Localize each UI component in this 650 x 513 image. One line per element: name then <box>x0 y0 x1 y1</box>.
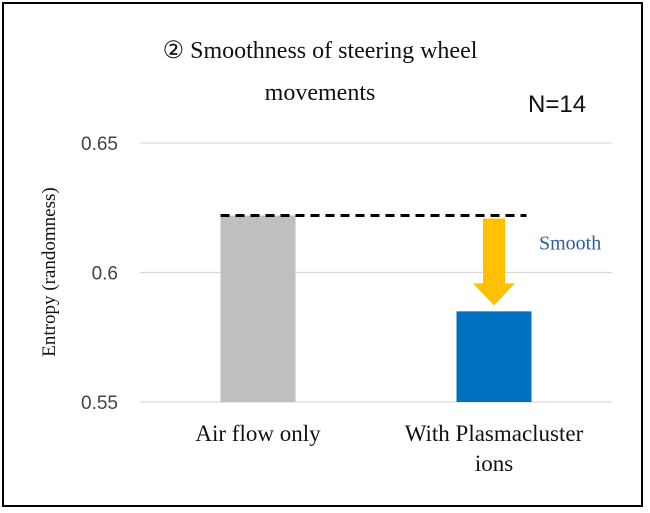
chart-title-line1: ② Smoothness of steering wheel <box>162 38 478 64</box>
y-tick-label: 0.55 <box>81 393 118 414</box>
x-category-label: ions <box>475 451 513 476</box>
x-category-label: With Plasmacluster <box>405 421 584 446</box>
chart-title-line2: movements <box>264 80 376 106</box>
down-arrow-icon <box>473 218 515 306</box>
annotation-smooth: Smooth <box>539 233 601 255</box>
x-category-label: Air flow only <box>195 421 321 446</box>
sample-size-label: N=14 <box>528 91 587 118</box>
bar-1 <box>220 215 296 402</box>
y-axis-label: Entropy (randomness) <box>39 187 60 356</box>
bar-2 <box>456 311 532 402</box>
chart-frame <box>2 2 643 507</box>
y-tick-label: 0.65 <box>81 134 118 155</box>
y-tick-label: 0.6 <box>92 264 118 285</box>
